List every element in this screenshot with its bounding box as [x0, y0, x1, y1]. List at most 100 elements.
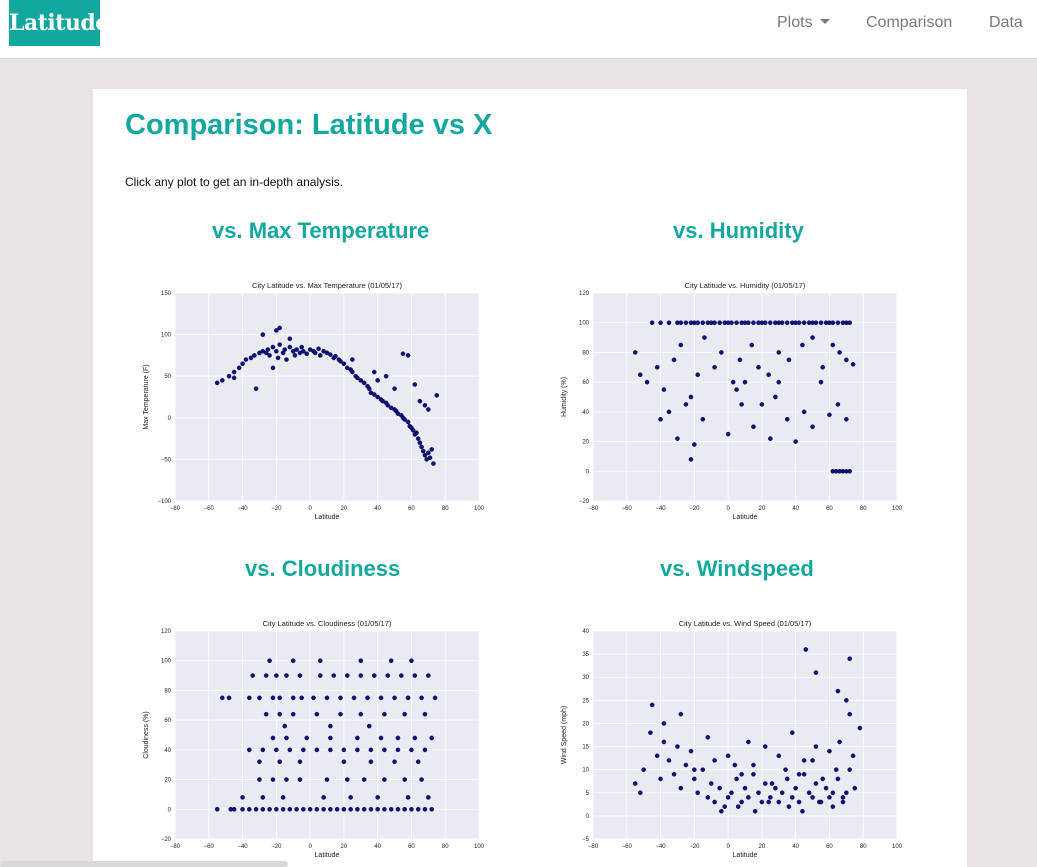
y-tick-label: −50 [161, 457, 172, 463]
data-point [382, 747, 387, 753]
data-point [400, 351, 406, 357]
x-tick-label: 0 [308, 506, 312, 512]
data-point [341, 747, 347, 753]
y-tick-label: 35 [582, 652, 589, 658]
data-point [762, 744, 768, 749]
y-tick-label: 5 [586, 791, 590, 797]
data-point [419, 444, 424, 450]
data-point [287, 747, 293, 753]
data-point [415, 759, 421, 765]
data-point [632, 781, 638, 786]
data-point [759, 402, 765, 407]
data-point [247, 806, 252, 812]
data-point [338, 711, 343, 717]
data-point [739, 799, 744, 805]
data-point [307, 806, 313, 812]
data-point [722, 804, 728, 809]
data-point [729, 320, 734, 326]
y-tick-label: 40 [164, 748, 171, 754]
data-point [392, 759, 397, 765]
plot-cloudiness[interactable]: −80 −60 −40 −20 0 20 40 60 80 100 −20 0 20 40 60 80 100 1… [138, 615, 488, 865]
section-title-max-temperature: vs. Max Temperature [212, 218, 430, 243]
data-point [776, 379, 782, 385]
data-point [297, 777, 303, 782]
data-point [219, 695, 225, 701]
data-point [810, 795, 815, 800]
data-point [751, 762, 756, 768]
data-point [654, 753, 660, 759]
y-tick-label: 0 [586, 469, 590, 475]
data-point [328, 806, 333, 812]
data-point [661, 721, 667, 726]
y-tick-label: 50 [164, 374, 171, 380]
data-point [789, 730, 795, 735]
data-point [405, 419, 411, 425]
data-point [324, 777, 330, 782]
data-point [338, 358, 343, 364]
plot-max-temperature[interactable]: −80 −60 −40 −20 0 20 40 60 80 100 −100 −50 0 50 100 150… [138, 277, 488, 527]
data-point [434, 393, 440, 398]
plot-humidity[interactable]: −80 −60 −40 −20 0 20 40 60 80 100 −20 0 20 40 60 80 100 1… [556, 277, 906, 527]
nav-plots-dropdown[interactable]: Plots [777, 12, 830, 34]
section-title-windspeed: vs. Windspeed [660, 556, 814, 581]
data-point [847, 711, 853, 717]
data-point [341, 806, 347, 812]
data-point [257, 695, 262, 701]
data-point [688, 394, 694, 400]
data-point [355, 747, 360, 753]
data-point [654, 364, 660, 370]
x-tick-label: 0 [726, 506, 730, 512]
data-point [784, 776, 790, 782]
data-point [746, 739, 751, 745]
y-tick-label: 20 [582, 721, 589, 727]
horizontal-scrollbar[interactable] [0, 861, 288, 867]
data-point [796, 771, 802, 777]
data-point [317, 658, 323, 664]
y-tick-label: −100 [157, 499, 171, 505]
data-point [348, 795, 353, 800]
data-point [392, 386, 397, 391]
data-point [321, 795, 326, 800]
nav-data-link[interactable]: Data [989, 14, 1023, 31]
data-point [247, 695, 252, 701]
x-tick-label: 20 [759, 844, 766, 850]
y-tick-label: 80 [164, 688, 171, 694]
y-tick-label: 60 [582, 380, 589, 386]
data-point [280, 806, 286, 812]
data-point [695, 372, 701, 378]
data-point [284, 357, 289, 362]
data-point [683, 762, 689, 768]
data-point [257, 759, 262, 765]
data-point [705, 735, 711, 740]
data-point [735, 804, 741, 809]
content-card: Comparison: Latitude vs X Click any plot… [93, 89, 967, 867]
data-point [282, 347, 288, 352]
data-point [417, 398, 423, 404]
y-axis-label: Wind Speed (mph) [561, 706, 568, 764]
plot-windspeed[interactable]: −80 −60 −40 −20 0 20 40 60 80 100 −5 0 5 10 15 20 25 30 35… [556, 615, 906, 865]
data-point [412, 735, 418, 741]
y-tick-label: 0 [168, 807, 172, 813]
data-point [402, 417, 407, 422]
nav-comparison-link[interactable]: Comparison [866, 14, 953, 31]
data-point [852, 785, 858, 791]
data-point [810, 424, 815, 430]
y-tick-label: 0 [586, 814, 590, 820]
data-point [678, 320, 684, 326]
data-point [274, 806, 279, 812]
data-point [776, 350, 782, 355]
data-point [316, 346, 321, 352]
data-point [827, 412, 832, 418]
data-point [260, 332, 266, 337]
data-point [756, 364, 761, 370]
data-point [355, 735, 360, 741]
data-point [240, 806, 245, 812]
y-tick-label: 100 [161, 659, 172, 665]
data-point [375, 795, 380, 800]
data-point [725, 795, 731, 800]
data-point [857, 725, 863, 731]
data-point [801, 758, 807, 763]
brand-logo[interactable]: Latitude [9, 0, 109, 46]
data-point [773, 785, 778, 791]
data-point [388, 806, 394, 812]
